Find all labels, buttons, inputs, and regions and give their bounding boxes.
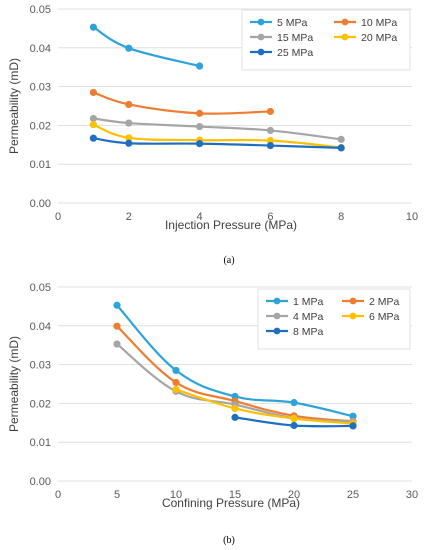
data-point — [266, 107, 274, 116]
data-point — [125, 119, 133, 127]
x-tick-label: 5 — [114, 489, 120, 501]
series-line — [92, 26, 200, 68]
data-point — [290, 399, 298, 407]
y-tick-label: 0.01 — [30, 437, 51, 449]
x-tick-label: 4 — [197, 211, 203, 223]
data-point — [196, 109, 204, 117]
panel-label: (b) — [223, 535, 235, 546]
data-point — [349, 412, 357, 420]
data-point — [172, 378, 180, 387]
legend-marker — [257, 18, 265, 26]
y-tick-label: 0.02 — [30, 120, 51, 132]
legend-label: 4 MPa — [293, 311, 324, 323]
x-tick-label: 25 — [347, 489, 359, 501]
y-axis-title: Permeability (mD) — [7, 336, 21, 432]
data-point — [113, 322, 121, 330]
data-point — [113, 340, 121, 348]
data-point — [337, 144, 345, 152]
legend-label: 8 MPa — [293, 326, 324, 338]
legend-marker — [257, 33, 265, 41]
data-point — [231, 413, 239, 421]
legend-label: 20 MPa — [361, 32, 397, 44]
legend-label: 2 MPa — [369, 296, 400, 308]
y-tick-label: 0.04 — [30, 321, 51, 333]
series-line — [93, 91, 271, 115]
data-point — [172, 366, 180, 375]
data-point — [125, 100, 133, 109]
y-tick-label: 0.03 — [30, 82, 51, 94]
data-point — [125, 134, 133, 142]
y-tick-label: 0.05 — [30, 4, 51, 16]
x-tick-label: 15 — [229, 489, 241, 501]
series-line — [175, 388, 354, 425]
y-tick-label: 0.03 — [30, 360, 51, 372]
data-point — [89, 88, 97, 97]
x-axis-title: Injection Pressure (MPa) — [165, 218, 297, 232]
data-point — [349, 422, 357, 430]
y-tick-label: 0.01 — [30, 159, 51, 171]
y-tick-label: 0.02 — [30, 398, 51, 410]
legend-label: 10 MPa — [361, 17, 397, 29]
y-tick-label: 0.05 — [30, 282, 51, 294]
legend-marker — [273, 312, 281, 320]
data-point — [290, 421, 298, 430]
data-point — [231, 404, 239, 413]
legend-marker — [349, 312, 357, 320]
data-point — [125, 139, 133, 147]
y-axis-title: Permeability (mD) — [7, 58, 21, 154]
x-tick-label: 0 — [55, 211, 61, 223]
data-point — [266, 136, 274, 145]
x-tick-label: 8 — [338, 211, 344, 223]
data-point — [196, 140, 204, 148]
data-point — [172, 385, 180, 394]
x-tick-label: 10 — [170, 489, 182, 501]
legend-label: 25 MPa — [277, 47, 313, 59]
x-tick-label: 20 — [288, 489, 300, 501]
legend-label: 5 MPa — [277, 17, 308, 29]
y-tick-label: 0.04 — [30, 43, 51, 55]
series-line — [116, 304, 354, 418]
legend-marker — [257, 48, 265, 56]
chart-a: 0.00 0.01 0.02 0.03 0.04 0.05 0 2 4 6 8 10 Injection… — [7, 4, 418, 266]
data-point — [125, 44, 133, 52]
x-tick-label: 30 — [406, 489, 418, 501]
legend-box — [241, 9, 411, 71]
legend-marker — [341, 18, 349, 26]
legend-label: 1 MPa — [293, 296, 324, 308]
chart-b: 0.00 0.01 0.02 0.03 0.04 0.05 0 5 10 15 20 25 30 Conf… — [7, 282, 418, 546]
legend-marker — [273, 327, 281, 335]
data-point — [196, 62, 204, 70]
y-tick-label: 0.00 — [30, 198, 51, 210]
data-point — [89, 134, 97, 142]
data-point — [266, 126, 274, 135]
data-point — [113, 301, 121, 309]
legend-marker — [349, 297, 357, 305]
legend-label: 15 MPa — [277, 32, 313, 44]
x-tick-label: 6 — [267, 211, 273, 223]
data-point — [89, 121, 97, 129]
x-tick-label: 0 — [55, 489, 61, 501]
legend-label: 6 MPa — [369, 311, 400, 323]
y-tick-label: 0.00 — [30, 476, 51, 488]
x-tick-label: 10 — [406, 211, 418, 223]
x-tick-label: 2 — [126, 211, 132, 223]
data-point — [266, 141, 274, 150]
data-point — [89, 23, 97, 31]
legend-box — [257, 288, 411, 350]
legend-marker — [273, 297, 281, 305]
panel-label: (a) — [223, 255, 234, 266]
data-point — [196, 122, 204, 131]
data-point — [337, 135, 345, 143]
legend-marker — [341, 33, 349, 41]
x-axis-title: Confining Pressure (MPa) — [162, 496, 300, 510]
data-point — [290, 414, 298, 423]
data-point — [89, 114, 97, 123]
